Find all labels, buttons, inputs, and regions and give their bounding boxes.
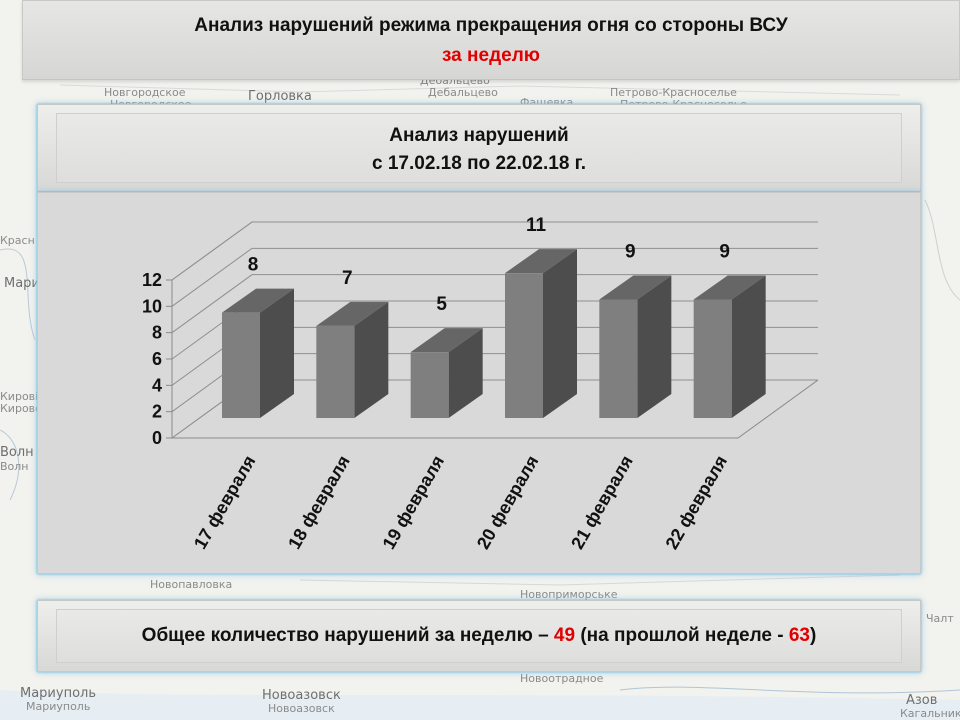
data-label: 9: [625, 242, 636, 263]
map-label: Новоазовск: [268, 702, 335, 715]
map-label: Красн: [0, 234, 35, 247]
bar: [410, 352, 449, 418]
summary-text: Общее количество нарушений за неделю – 4…: [38, 625, 920, 647]
map-label: Кировск: [0, 402, 48, 415]
bar-side: [260, 288, 294, 418]
bar: [599, 299, 638, 418]
data-label: 9: [719, 242, 730, 263]
map-label: Мариуполь: [26, 700, 91, 713]
map-label: Мари: [4, 276, 40, 291]
bar-side: [543, 249, 577, 418]
chart-header-panel: Анализ нарушений с 17.02.18 по 22.02.18 …: [37, 104, 921, 192]
bar-side: [448, 328, 483, 418]
bar-side: [354, 301, 389, 418]
bar-top: [505, 249, 577, 274]
bar-top: [693, 275, 766, 300]
bar-top: [222, 288, 294, 313]
summary-prefix: Общее количество нарушений за неделю –: [141, 625, 554, 646]
bar: [316, 325, 355, 418]
y-tick-label: 8: [152, 323, 162, 343]
bar: [505, 273, 543, 418]
map-label: Новопавловка: [150, 578, 233, 591]
bar-top: [599, 275, 672, 300]
bar: [693, 299, 732, 418]
data-label: 5: [436, 294, 447, 315]
map-label: Кагальник: [900, 707, 960, 720]
map-label: Волн: [0, 460, 29, 473]
y-tick-label: 0: [152, 428, 162, 448]
y-tick-label: 10: [142, 296, 162, 316]
y-tick-label: 4: [152, 375, 162, 395]
chart-panel: 0 2 4 6 8 10 12 8 17 февраля 7 18 февраля 5 19 февра…: [37, 192, 921, 574]
map-label: Новоотрадное: [520, 672, 604, 685]
bar-chart: 0 2 4 6 8 10 12 8 17 февраля 7 18 февраля 5 19 февра…: [142, 215, 819, 553]
bar-top: [410, 328, 483, 353]
gridline: [171, 274, 818, 334]
gridline: [171, 221, 818, 281]
data-label: 7: [342, 268, 353, 289]
map-label: Новоприморське: [520, 588, 618, 601]
data-label: 8: [248, 255, 259, 276]
summary-previous: 63: [788, 625, 810, 646]
chart-heading: Анализ нарушений: [389, 125, 569, 146]
y-tick-label: 12: [142, 270, 162, 290]
bar-side: [731, 275, 766, 418]
map-label: Новоазовск: [262, 688, 341, 703]
chart-floor-front: [172, 379, 819, 439]
x-tick-label: 20 февраля: [473, 452, 543, 553]
x-tick-label: 19 февраля: [379, 452, 449, 553]
summary-suffix: ): [809, 625, 817, 646]
map-label: Горловка: [248, 89, 312, 104]
x-tick-label: 18 февраля: [284, 452, 354, 553]
map-label: Чалт: [926, 612, 954, 625]
map-label: Азов: [906, 693, 938, 708]
chart-header-inner: [56, 113, 902, 183]
bar-top: [316, 301, 389, 326]
map-label: Новгородское: [104, 86, 186, 99]
bar-side: [637, 275, 672, 418]
slide-header: Анализ нарушений режима прекращения огня…: [22, 0, 960, 80]
slide-title: Анализ нарушений режима прекращения огня…: [194, 15, 788, 36]
map-label: Кирові: [0, 390, 39, 403]
x-tick-label: 22 февраля: [662, 452, 732, 553]
gridline: [171, 247, 818, 307]
y-tick-label: 6: [152, 349, 162, 369]
x-tick-label: 17 февраля: [190, 452, 260, 553]
map-label: Дебальцево: [428, 86, 498, 99]
y-tick-label: 2: [152, 402, 162, 422]
map-label: Мариуполь: [20, 686, 97, 701]
slide-subtitle: за неделю: [441, 45, 540, 66]
data-label: 11: [526, 215, 547, 236]
map-label: Петрово-Красноселье: [610, 86, 737, 99]
map-label: Волн: [0, 445, 34, 460]
bar: [222, 312, 260, 418]
chart-period: с 17.02.18 по 22.02.18 г.: [372, 153, 586, 174]
summary-total: 49: [553, 625, 576, 646]
x-tick-label: 21 февраля: [567, 452, 637, 553]
summary-inner: [56, 609, 902, 663]
summary-panel: Общее количество нарушений за неделю – 4…: [37, 600, 921, 672]
summary-middle: (на прошлой неделе -: [575, 625, 789, 646]
